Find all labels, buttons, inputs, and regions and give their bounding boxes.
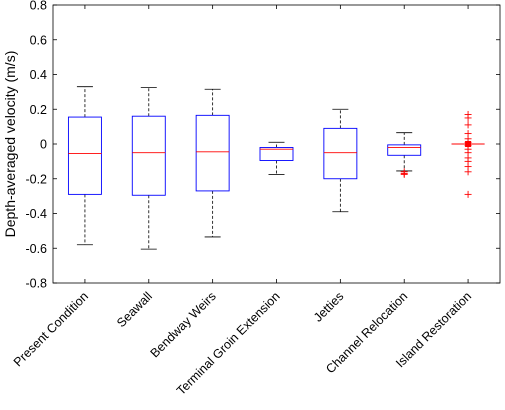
x-category-label: Present Condition bbox=[11, 289, 91, 369]
x-category-label: Jetties bbox=[311, 289, 346, 324]
iqr-box bbox=[387, 144, 422, 156]
y-tick-label: -0.2 bbox=[25, 172, 47, 186]
plot-area-frame bbox=[52, 4, 501, 284]
box-3 bbox=[195, 88, 230, 238]
outlier-marker bbox=[400, 170, 408, 178]
y-tick-label: 0.8 bbox=[30, 0, 47, 13]
x-category-label: Seawall bbox=[114, 289, 155, 330]
box-1 bbox=[67, 86, 102, 246]
box-2 bbox=[131, 87, 166, 250]
boxes bbox=[67, 86, 485, 250]
outlier-marker bbox=[464, 168, 472, 176]
y-tick-label: -0.6 bbox=[25, 242, 47, 256]
iqr-box bbox=[323, 127, 358, 180]
outlier-marker bbox=[464, 190, 472, 198]
y-tick-label: 0.2 bbox=[30, 103, 47, 117]
y-tick-label: -0.8 bbox=[25, 277, 47, 291]
x-category-label: Bendway Weirs bbox=[148, 289, 219, 360]
box-5 bbox=[323, 108, 358, 213]
iqr-box bbox=[67, 116, 102, 195]
box-6 bbox=[387, 132, 422, 178]
y-tick-label: -0.4 bbox=[25, 207, 47, 221]
iqr-box bbox=[195, 114, 230, 192]
outlier-marker bbox=[464, 114, 472, 122]
box-7 bbox=[451, 110, 485, 198]
outlier-marker bbox=[464, 121, 472, 129]
y-tick-label: 0 bbox=[40, 138, 47, 152]
iqr-box bbox=[259, 147, 294, 161]
x-category-label: Terminal Groin Extension bbox=[174, 289, 283, 398]
iqr-box bbox=[131, 115, 166, 196]
y-axis: -0.8 -0.6 -0.4 -0.2 0 0.2 0.4 0.6 0.8 bbox=[25, 0, 500, 291]
y-tick-label: 0.6 bbox=[30, 33, 47, 47]
y-tick-label: 0.4 bbox=[30, 68, 47, 82]
y-axis-label: Depth-averaged velocity (m/s) bbox=[2, 51, 18, 238]
box-4 bbox=[259, 141, 294, 175]
